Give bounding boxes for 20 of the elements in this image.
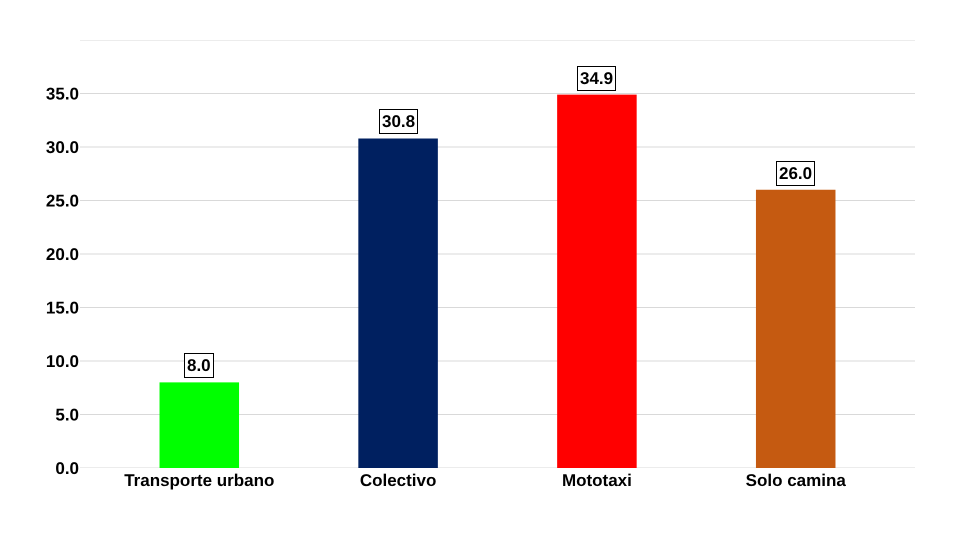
y-tick-label: 30.0 <box>46 138 79 157</box>
x-tick-label: Colectivo <box>360 471 436 490</box>
data-label: 30.8 <box>382 112 416 131</box>
data-label: 8.0 <box>187 356 211 375</box>
y-tick-label: 5.0 <box>55 405 79 424</box>
bar <box>160 382 240 468</box>
y-tick-label: 0.0 <box>55 458 79 478</box>
data-label: 26.0 <box>779 164 812 183</box>
x-tick-label: Solo camina <box>746 471 846 490</box>
x-tick-label: Transporte urbano <box>124 471 274 490</box>
bar <box>756 190 836 468</box>
y-tick-label: 20.0 <box>46 244 79 264</box>
bar <box>557 94 637 468</box>
y-tick-label: 25.0 <box>46 191 79 210</box>
y-tick-label: 15.0 <box>46 298 79 318</box>
y-tick-label: 35.0 <box>46 84 79 104</box>
x-tick-label: Mototaxi <box>562 471 632 490</box>
bar <box>358 138 438 468</box>
y-tick-label: 10.0 <box>46 352 79 371</box>
data-label: 34.9 <box>580 69 614 88</box>
